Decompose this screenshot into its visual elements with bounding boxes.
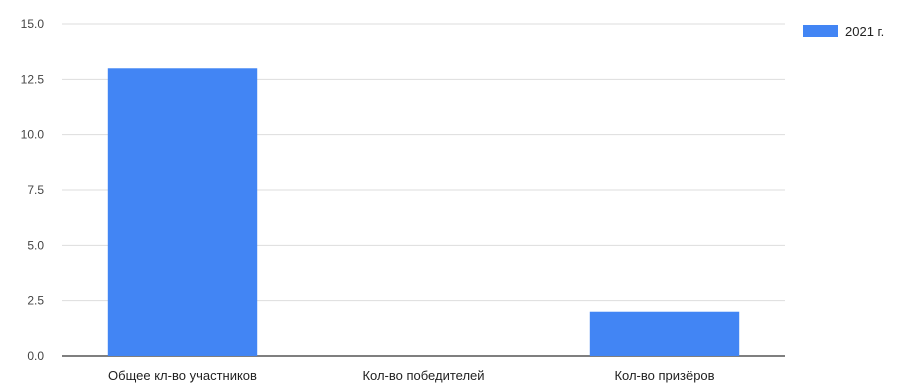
- y-tick-label: 12.5: [21, 72, 45, 86]
- bars: [107, 68, 740, 357]
- y-tick-label: 10.0: [21, 128, 45, 142]
- bar: [589, 311, 740, 356]
- y-tick-label: 7.5: [27, 183, 44, 197]
- x-category-label: Общее кл-во участников: [108, 368, 257, 383]
- y-tick-label: 2.5: [27, 294, 44, 308]
- y-tick-label: 5.0: [27, 238, 44, 252]
- y-tick-label: 0.0: [27, 349, 44, 363]
- legend-swatch: [803, 25, 838, 37]
- x-category-label: Кол-во победителей: [362, 368, 484, 383]
- x-category-label: Кол-во призёров: [614, 368, 714, 383]
- y-axis-tick-labels: 0.0 2.5 5.0 7.5 10.0 12.5 15.0: [21, 17, 45, 363]
- bar: [107, 68, 258, 357]
- legend: 2021 г.: [803, 24, 884, 39]
- legend-label: 2021 г.: [845, 24, 884, 39]
- y-tick-label: 15.0: [21, 17, 45, 31]
- x-axis-category-labels: Общее кл-во участников Кол-во победителей…: [108, 368, 715, 383]
